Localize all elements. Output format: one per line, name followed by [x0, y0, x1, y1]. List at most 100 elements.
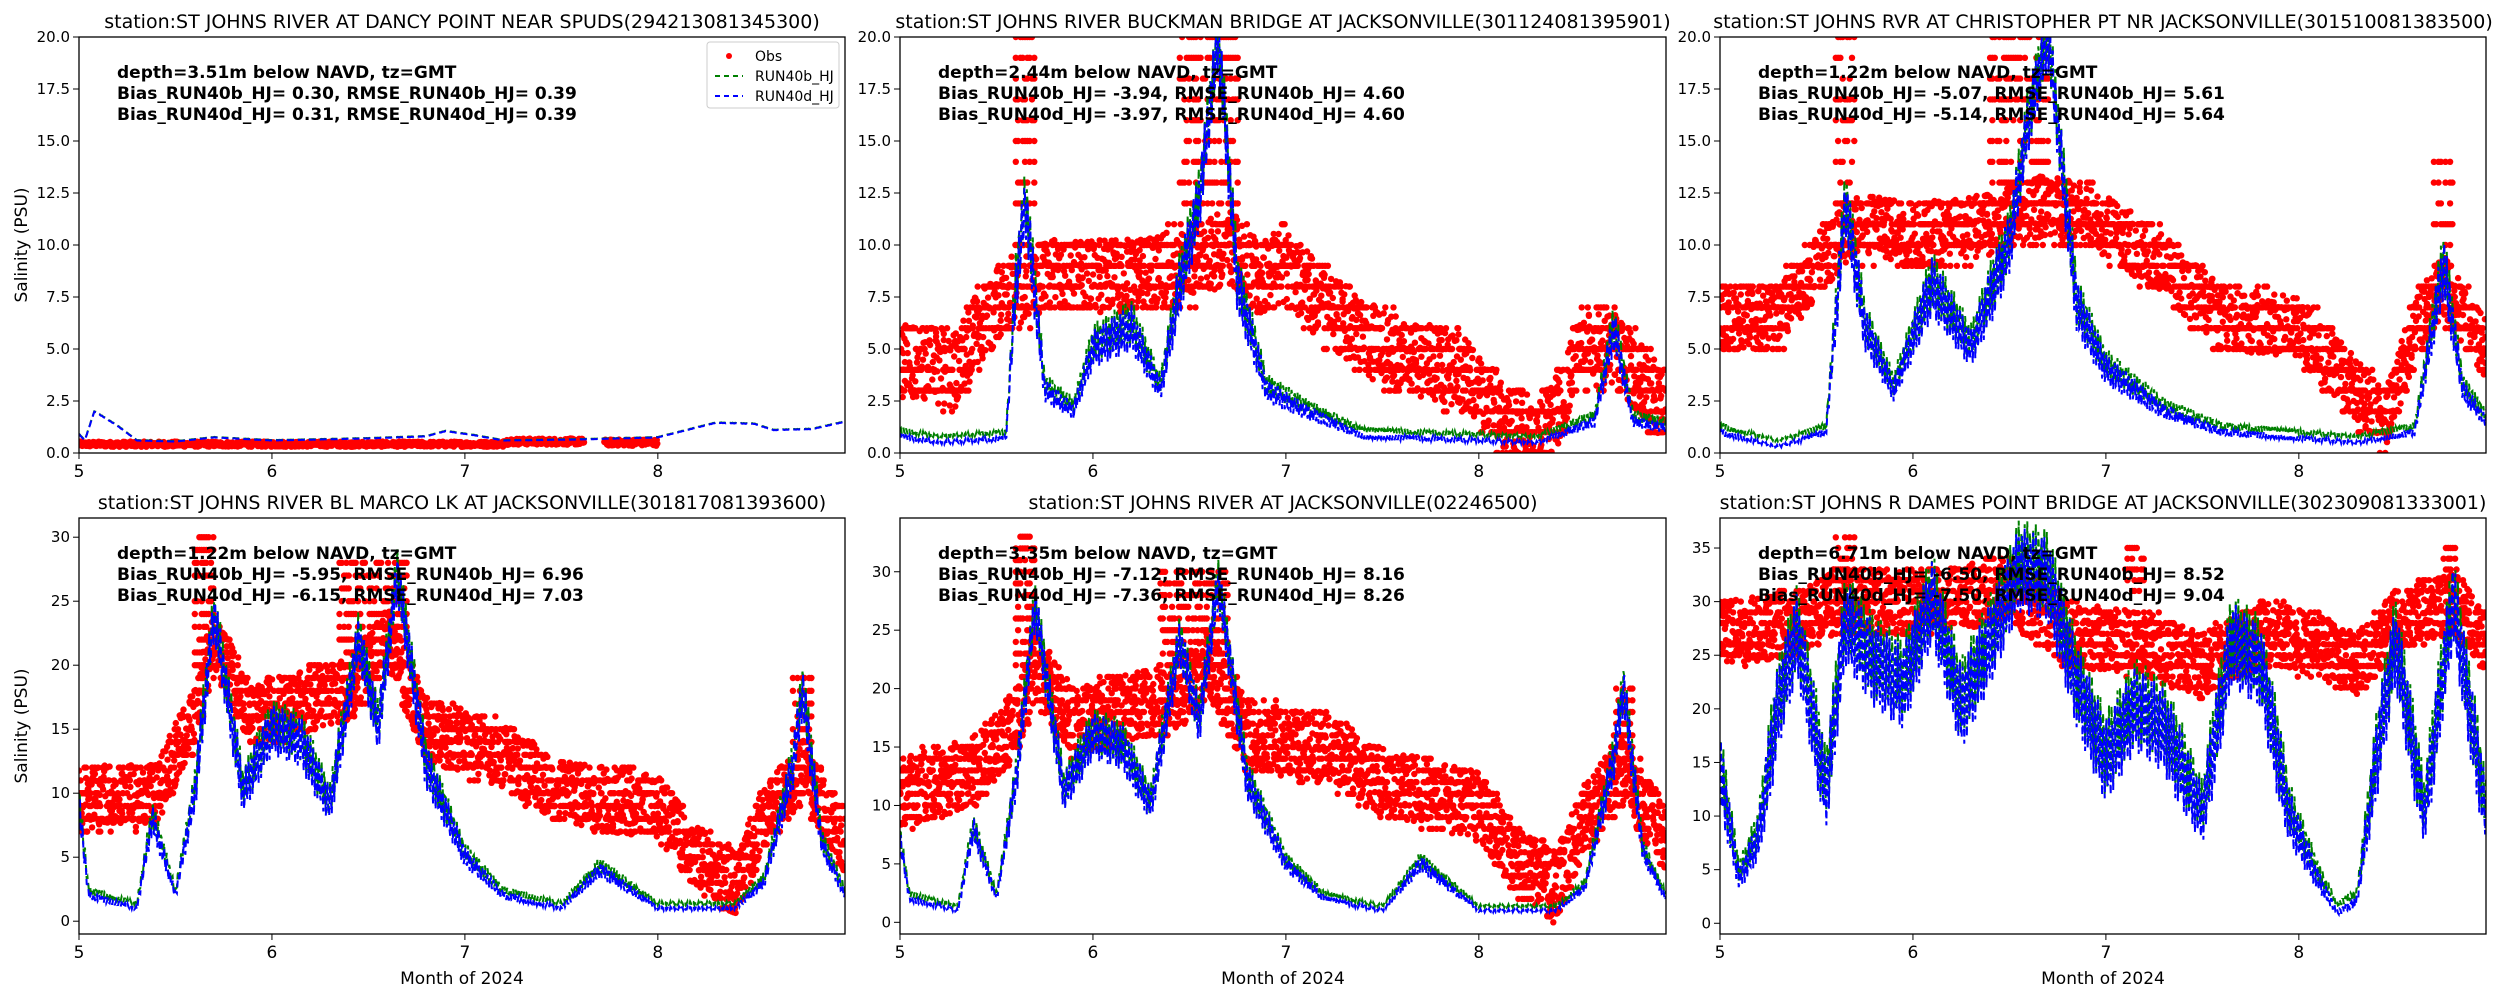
obs-point [1096, 273, 1103, 281]
obs-point [903, 341, 911, 348]
obs-point [1578, 339, 1585, 347]
stats-annotation: Bias_RUN40d_HJ= -3.97, RMSE_RUN40d_HJ= 4… [938, 105, 1405, 125]
obs-point [1735, 330, 1743, 337]
obs-point [1039, 283, 1047, 290]
y-tick-label: 17.5 [858, 80, 891, 98]
obs-point [1661, 366, 1666, 373]
obs-point [1232, 37, 1239, 41]
obs-point [1476, 355, 1483, 362]
obs-point [1318, 292, 1325, 299]
obs-point [1206, 54, 1214, 61]
obs-point [983, 312, 991, 319]
obs-point [966, 378, 973, 385]
obs-point [997, 331, 1004, 338]
obs-point [1081, 254, 1088, 261]
obs-point [1337, 283, 1345, 290]
obs-point [1436, 352, 1444, 359]
panel-2: station:ST JOHNS RVR AT CHRISTOPHER PT N… [1678, 11, 2493, 482]
obs-point [1096, 237, 1103, 244]
obs-point [1227, 117, 1234, 124]
obs-point [1218, 158, 1225, 165]
obs-point [1224, 256, 1231, 264]
obs-point [973, 340, 980, 347]
obs-point [1519, 387, 1526, 394]
obs-point [1417, 393, 1425, 400]
plot-area [79, 409, 845, 450]
obs-point [1031, 158, 1038, 165]
obs-point [1249, 300, 1257, 307]
obs-point [1483, 408, 1490, 415]
obs-point [1012, 158, 1019, 165]
obs-point [1539, 402, 1546, 410]
obs-point [1005, 310, 1012, 317]
obs-point [1057, 251, 1065, 258]
obs-point [1833, 216, 1840, 223]
obs-point [1059, 290, 1066, 298]
obs-point [1215, 137, 1223, 145]
obs-point [980, 333, 987, 341]
obs-point [1027, 325, 1034, 332]
obs-point [1765, 335, 1772, 342]
obs-point [1109, 241, 1117, 249]
obs-point [1526, 454, 1532, 460]
obs-point [1183, 158, 1190, 165]
obs-point [948, 408, 956, 415]
obs-point [1820, 229, 1828, 236]
obs-point [1946, 250, 1954, 257]
obs-point [1947, 262, 1954, 269]
obs-point [1359, 333, 1367, 340]
obs-point [1957, 213, 1964, 220]
obs-point [1185, 179, 1193, 186]
obs-point [1597, 366, 1604, 373]
obs-point [1031, 75, 1038, 82]
obs-point [1195, 96, 1202, 103]
obs-point [1102, 267, 1109, 274]
obs-point [1282, 236, 1289, 244]
obs-point [984, 294, 992, 301]
obs-point [1089, 271, 1097, 278]
obs-point [1568, 379, 1576, 386]
obs-point [1323, 345, 1331, 353]
obs-point [1647, 345, 1654, 353]
obs-point [1162, 294, 1169, 301]
obs-point [1637, 379, 1644, 386]
obs-point [926, 341, 934, 349]
obs-point [1507, 453, 1513, 459]
obs-point [1367, 366, 1374, 373]
obs-point [1183, 200, 1190, 207]
obs-point [1242, 262, 1249, 269]
obs-point [1459, 396, 1466, 403]
obs-point [1284, 283, 1292, 290]
obs-point [1640, 398, 1648, 406]
obs-point [1101, 304, 1108, 311]
obs-point [1365, 361, 1372, 368]
obs-point [1746, 334, 1754, 341]
obs-point [1263, 240, 1270, 247]
obs-point [1929, 234, 1936, 241]
obs-point [1521, 460, 1527, 466]
obs-point [1299, 299, 1306, 306]
obs-point [1643, 394, 1650, 401]
obs-point [1278, 274, 1286, 281]
obs-point [1077, 260, 1085, 267]
obs-point [1079, 274, 1086, 281]
obs-point [1220, 250, 1227, 257]
obs-point [979, 355, 986, 362]
obs-point [1960, 247, 1967, 254]
obs-point [1900, 210, 1907, 218]
obs-point [1234, 54, 1241, 61]
obs-point [1808, 298, 1816, 305]
obs-point [1185, 96, 1193, 103]
obs-point [1916, 200, 1923, 207]
obs-point [1743, 312, 1751, 319]
obs-point [940, 336, 947, 344]
panel-title: station:ST JOHNS RIVER AT DANCY POINT NE… [104, 11, 820, 33]
obs-point [1353, 316, 1360, 324]
obs-point [1207, 263, 1214, 270]
obs-point [1042, 293, 1049, 300]
obs-point [1887, 215, 1894, 223]
obs-point [1149, 262, 1156, 269]
obs-point [1353, 330, 1360, 338]
obs-point [1219, 271, 1226, 278]
obs-point [1382, 304, 1389, 311]
